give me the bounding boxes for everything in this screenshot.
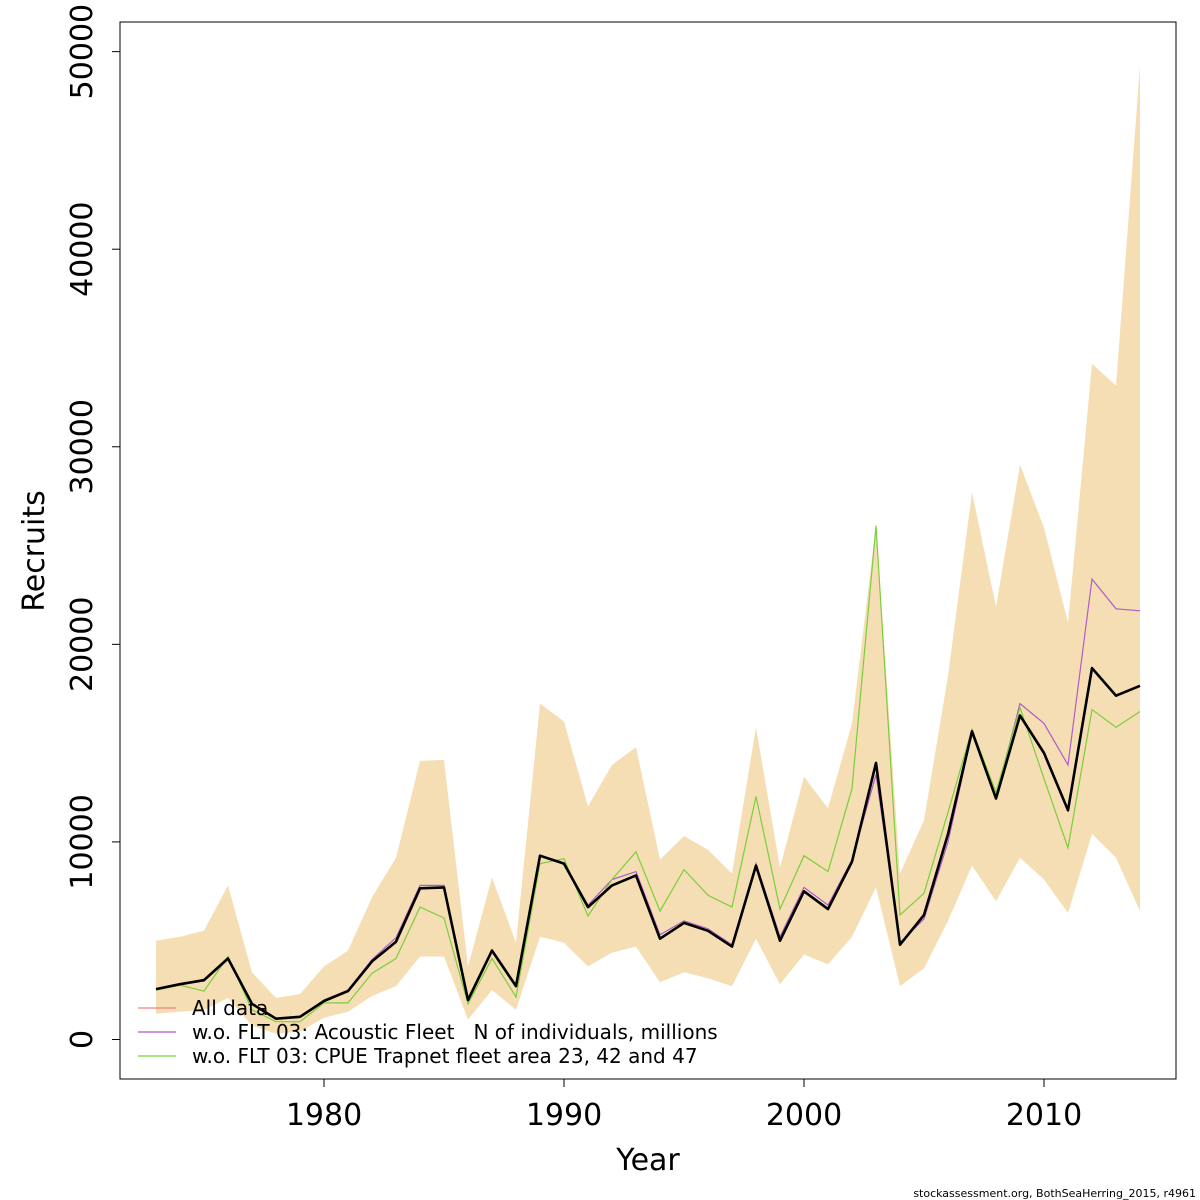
y-axis-title: Recruits <box>17 490 52 612</box>
confidence-band <box>156 65 1140 1034</box>
confidence-band-layer <box>156 65 1140 1034</box>
y-tick-label: 40000 <box>65 201 100 296</box>
credit-text: stockassessment.org, BothSeaHerring_2015… <box>913 1187 1196 1200</box>
y-tick-label: 20000 <box>65 597 100 692</box>
series-layer <box>155 525 1141 1023</box>
y-axis: 0 10000 20000 30000 40000 50000 <box>65 4 121 1049</box>
legend-label-2: w.o. FLT 03: Acoustic Fleet N of individ… <box>192 1020 718 1044</box>
x-tick-label: 2000 <box>766 1098 842 1133</box>
y-tick-label: 0 <box>65 1030 100 1049</box>
y-tick-label: 50000 <box>65 4 100 99</box>
x-tick-label: 1980 <box>286 1098 362 1133</box>
y-tick-label: 10000 <box>65 794 100 889</box>
main-estimate-line <box>155 666 1141 1021</box>
x-axis-title: Year <box>615 1143 680 1178</box>
legend-label-3: w.o. FLT 03: CPUE Trapnet fleet area 23,… <box>192 1044 698 1068</box>
y-tick-label: 30000 <box>65 399 100 494</box>
legend-label-1: All data <box>192 996 268 1020</box>
x-axis: 1980 1990 2000 2010 <box>286 1078 1082 1133</box>
x-tick-label: 2010 <box>1006 1098 1082 1133</box>
x-tick-label: 1990 <box>526 1098 602 1133</box>
